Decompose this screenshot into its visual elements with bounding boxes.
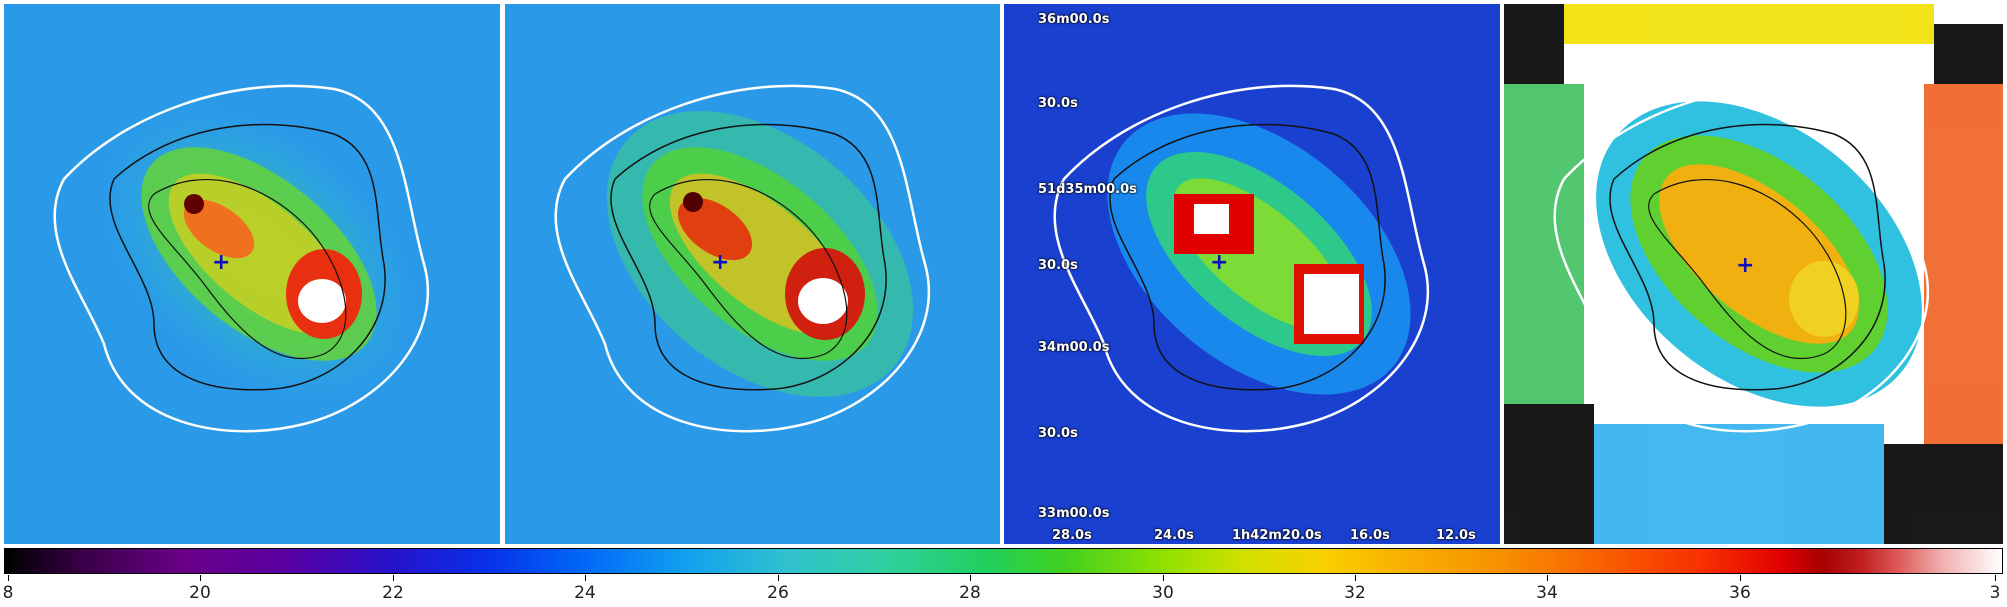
colorbar-tick bbox=[1740, 575, 1741, 581]
nebula-image-2: + bbox=[505, 4, 1000, 544]
nebula-image-1: + bbox=[4, 4, 500, 544]
image-panel-1: + bbox=[4, 4, 500, 544]
colorbar-tick bbox=[970, 575, 971, 581]
image-panel-4: + bbox=[1504, 4, 2003, 544]
colorbar bbox=[4, 548, 2003, 574]
nebula-image-3: + bbox=[1004, 4, 1500, 544]
image-panel-2: + bbox=[505, 4, 1000, 544]
colorbar-tick-label: 28 bbox=[959, 583, 981, 603]
colorbar-tick bbox=[1163, 575, 1164, 581]
colorbar-tick bbox=[1995, 575, 1996, 581]
colorbar-tick-label: 3 bbox=[1989, 583, 2001, 603]
cross-marker-icon: + bbox=[1210, 250, 1228, 275]
cross-marker-icon: + bbox=[212, 250, 230, 275]
dec-label-6: 30.0s bbox=[1038, 426, 1078, 441]
colorbar-tick bbox=[585, 575, 586, 581]
colorbar-tick-label: 34 bbox=[1536, 583, 1558, 603]
ra-label-1: 28.0s bbox=[1052, 528, 1092, 543]
dec-label-4: 30.0s bbox=[1038, 258, 1078, 273]
dec-label-3: 51d35m00.0s bbox=[1038, 182, 1137, 197]
cross-marker-icon: + bbox=[711, 250, 729, 275]
colorbar-tick-label: 22 bbox=[382, 583, 404, 603]
ra-label-2: 24.0s bbox=[1154, 528, 1194, 543]
colorbar-tick bbox=[393, 575, 394, 581]
ra-label-3: 1h42m20.0s bbox=[1232, 528, 1322, 543]
dec-label-5: 34m00.0s bbox=[1038, 340, 1110, 355]
ra-label-5: 12.0s bbox=[1436, 528, 1476, 543]
dec-label-1: 36m00.0s bbox=[1038, 12, 1110, 27]
colorbar-tick bbox=[8, 575, 9, 581]
colorbar-tick-label: 20 bbox=[189, 583, 211, 603]
cross-marker-icon: + bbox=[1736, 253, 1754, 278]
dec-label-2: 30.0s bbox=[1038, 96, 1078, 111]
image-panel-3: + 36m00.0s 30.0s 51d35m00.0s 30.0s 34m00… bbox=[1004, 4, 1500, 544]
colorbar-tick-label: 32 bbox=[1344, 583, 1366, 603]
colorbar-tick bbox=[200, 575, 201, 581]
dec-label-7: 33m00.0s bbox=[1038, 506, 1110, 521]
colorbar-tick bbox=[1547, 575, 1548, 581]
colorbar-tick-label: 26 bbox=[767, 583, 789, 603]
colorbar-tick bbox=[778, 575, 779, 581]
ra-label-4: 16.0s bbox=[1350, 528, 1390, 543]
colorbar-tick-label: 30 bbox=[1152, 583, 1174, 603]
colorbar-tick-label: 24 bbox=[574, 583, 596, 603]
nebula-image-4: + bbox=[1504, 4, 2003, 544]
colorbar-tick-label: 36 bbox=[1729, 583, 1751, 603]
colorbar-tick bbox=[1355, 575, 1356, 581]
colorbar-tick-label: 8 bbox=[2, 583, 14, 603]
